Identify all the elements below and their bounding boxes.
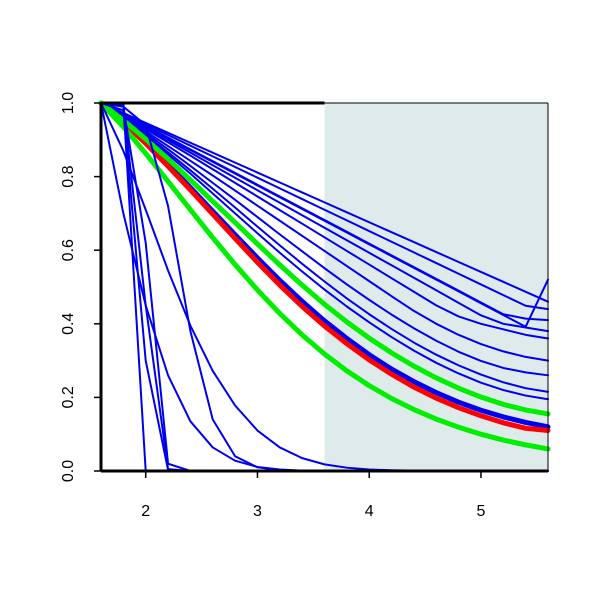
x-tick-label-2: 2 [141,503,150,520]
series-line-green-14 [98,100,551,452]
y-tick-label-1.0: 1.0 [60,92,77,114]
series-line-blue-6 [100,102,549,340]
shaded-region [324,103,548,471]
y-tick-label-0.2: 0.2 [60,386,77,408]
series-line-red-12 [98,100,551,434]
series-line-blue-3 [100,102,549,311]
x-tick-label-4: 4 [365,503,374,520]
series-line-blue-4 [100,102,549,322]
series-line-blue-7 [100,102,549,362]
series-line-blue-2 [100,102,549,303]
series-line-blue-8 [100,102,549,377]
series-line-blue-9 [100,102,549,393]
series-line-green-13 [98,100,551,417]
x-tick-label-5: 5 [476,503,485,520]
series-line-blue-10 [100,102,549,401]
y-tick-label-0.4: 0.4 [60,313,77,335]
x-tick-label-3: 3 [253,503,262,520]
series-line-blue-5 [100,102,549,333]
y-tick-label-0.6: 0.6 [60,239,77,261]
y-tick-label-0.0: 0.0 [60,460,77,482]
y-tick-label-0.8: 0.8 [60,165,77,187]
axes-layer: 2 3 4 5 0.0 0.2 0.4 0.6 0.8 1.0 [60,92,549,520]
